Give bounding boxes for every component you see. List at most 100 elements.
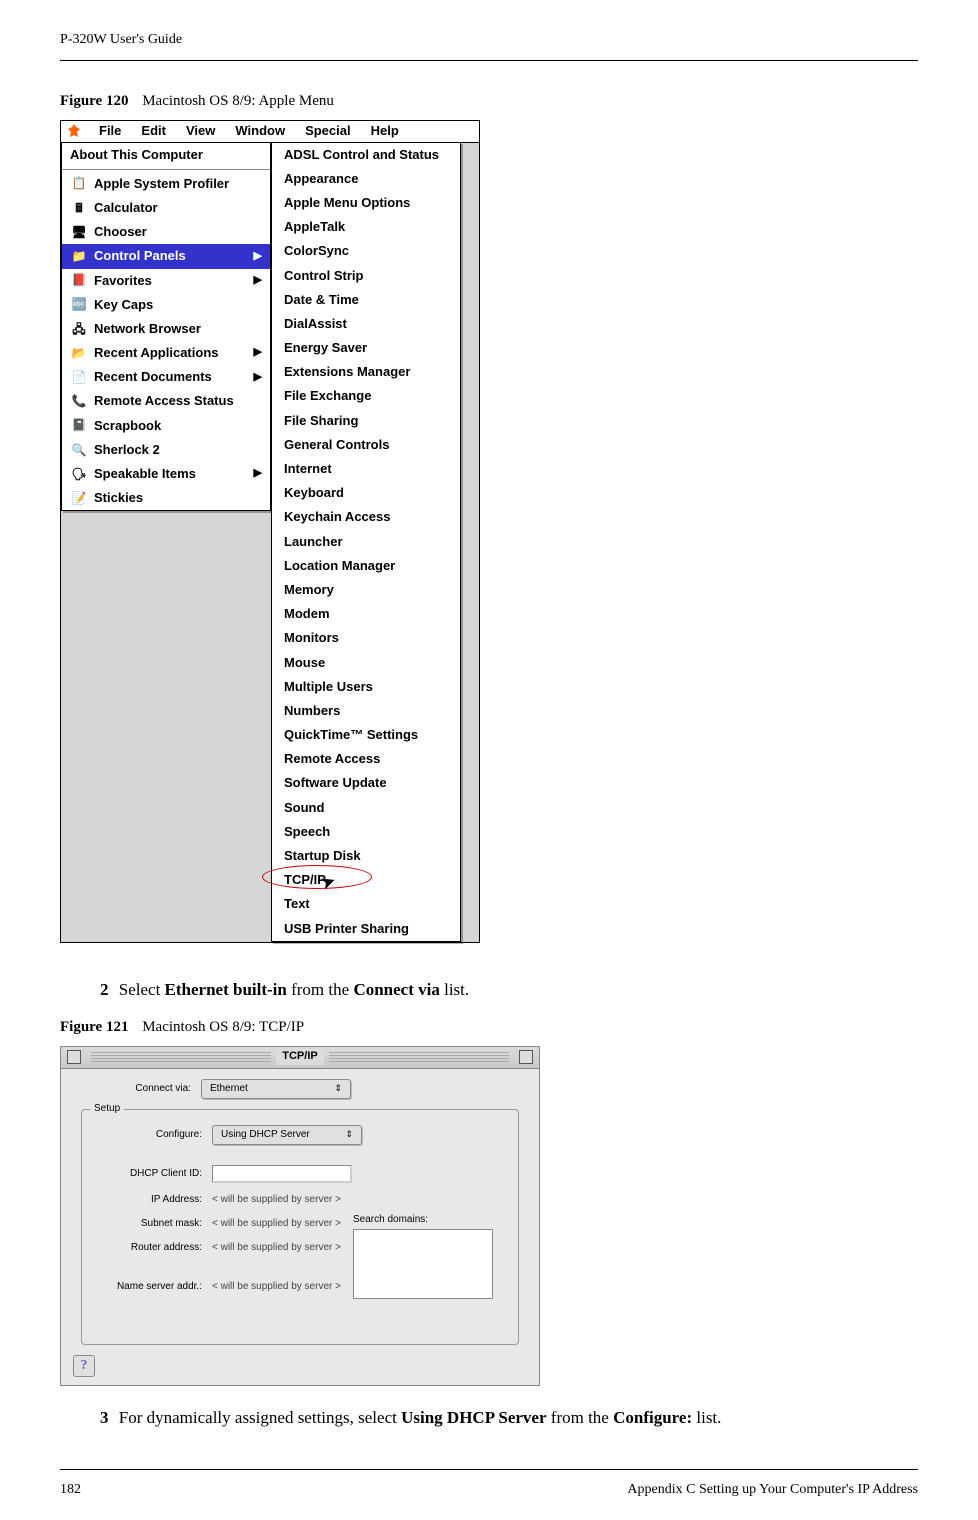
resize-icon[interactable]	[519, 1050, 533, 1064]
submenu-item[interactable]: Energy Saver	[272, 336, 460, 360]
submenu-arrow-icon: ▶	[254, 466, 262, 481]
submenu-item[interactable]: Software Update	[272, 771, 460, 795]
ip-label: IP Address:	[92, 1193, 212, 1207]
submenu-item[interactable]: Multiple Users	[272, 675, 460, 699]
menu-separator	[62, 169, 270, 170]
submenu-item[interactable]: DialAssist	[272, 312, 460, 336]
menu-item[interactable]: 📞Remote Access Status	[62, 389, 270, 413]
submenu-item[interactable]: Location Manager	[272, 554, 460, 578]
figure-num: Figure 121	[60, 1019, 128, 1035]
menu-item[interactable]: 🔤Key Caps	[62, 293, 270, 317]
close-icon[interactable]	[67, 1050, 81, 1064]
submenu-item[interactable]: QuickTime™ Settings	[272, 723, 460, 747]
submenu-item[interactable]: Numbers	[272, 699, 460, 723]
step-text: For dynamically assigned settings, selec…	[119, 1408, 401, 1427]
menu-about[interactable]: About This Computer	[62, 143, 270, 167]
subnet-label: Subnet mask:	[92, 1217, 212, 1231]
menubar-help[interactable]: Help	[361, 122, 409, 140]
submenu-item[interactable]: Internet	[272, 457, 460, 481]
menu-icon: 🖩	[70, 200, 88, 216]
apple-logo-icon[interactable]	[65, 122, 83, 140]
menu-icon: 📕	[70, 273, 88, 289]
menu-label: Speakable Items	[94, 465, 196, 483]
menubar-view[interactable]: View	[176, 122, 225, 140]
menu-label: About This Computer	[70, 146, 203, 164]
menu-item[interactable]: 📝Stickies	[62, 486, 270, 510]
menu-item[interactable]: 🗣 Speakable Items ▶	[62, 462, 270, 486]
menu-label: Recent Applications	[94, 344, 218, 362]
submenu-item[interactable]: Keyboard	[272, 481, 460, 505]
submenu-item[interactable]: Sound	[272, 796, 460, 820]
submenu-usb[interactable]: USB Printer Sharing	[272, 917, 460, 941]
ip-value: < will be supplied by server >	[212, 1193, 341, 1207]
submenu-item[interactable]: Mouse	[272, 651, 460, 675]
help-icon[interactable]: ?	[73, 1355, 95, 1377]
figure-num: Figure 120	[60, 93, 128, 109]
page-number: 182	[60, 1480, 81, 1500]
window-title: TCP/IP	[276, 1049, 323, 1064]
submenu-item[interactable]: AppleTalk	[272, 215, 460, 239]
menu-item[interactable]: 📕Favorites▶	[62, 269, 270, 293]
menu-icon: 📋	[70, 176, 88, 192]
submenu-item[interactable]: Memory	[272, 578, 460, 602]
submenu-item[interactable]: General Controls	[272, 433, 460, 457]
figure120-label: Figure 120 Macintosh OS 8/9: Apple Menu	[60, 91, 918, 112]
menubar-edit[interactable]: Edit	[131, 122, 176, 140]
menu-label: Control Panels	[94, 247, 186, 265]
step-text: from the	[287, 980, 354, 999]
menu-icon: 📝	[70, 490, 88, 506]
menu-icon: 🔤	[70, 297, 88, 313]
figure-caption: Macintosh OS 8/9: TCP/IP	[142, 1019, 304, 1035]
setup-legend: Setup	[90, 1102, 124, 1116]
menu-label: Chooser	[94, 223, 147, 241]
submenu-item[interactable]: Keychain Access	[272, 505, 460, 529]
submenu-item[interactable]: Control Strip	[272, 264, 460, 288]
apple-dropdown-menu: About This Computer 📋Apple System Profil…	[61, 143, 271, 512]
menu-item[interactable]: 🖩Calculator	[62, 196, 270, 220]
submenu-item[interactable]: Extensions Manager	[272, 360, 460, 384]
menu-icon: 🗣	[70, 466, 88, 482]
submenu-tcpip[interactable]: TCP/IP ➤	[272, 868, 460, 892]
menu-label: Scrapbook	[94, 417, 161, 435]
submenu-item[interactable]: File Exchange	[272, 384, 460, 408]
menu-item[interactable]: 🖥Chooser	[62, 220, 270, 244]
router-value: < will be supplied by server >	[212, 1241, 341, 1255]
menu-item[interactable]: 🔍Sherlock 2	[62, 438, 270, 462]
submenu-item[interactable]: Date & Time	[272, 288, 460, 312]
menu-item[interactable]: 📄Recent Documents▶	[62, 365, 270, 389]
submenu-item[interactable]: Speech	[272, 820, 460, 844]
tcpip-titlebar[interactable]: TCP/IP	[61, 1047, 539, 1069]
menu-item[interactable]: 🖧Network Browser	[62, 317, 270, 341]
configure-dropdown[interactable]: Using DHCP Server	[212, 1125, 362, 1145]
menubar-file[interactable]: File	[89, 122, 131, 140]
search-domains-input[interactable]	[353, 1229, 493, 1299]
menu-icon: 🔍	[70, 442, 88, 458]
submenu-item[interactable]: Startup Disk	[272, 844, 460, 868]
submenu-item[interactable]: Apple Menu Options	[272, 191, 460, 215]
submenu-item[interactable]: ColorSync	[272, 239, 460, 263]
menubar-special[interactable]: Special	[295, 122, 361, 140]
step-text: list.	[692, 1408, 721, 1427]
router-label: Router address:	[92, 1241, 212, 1255]
menu-item[interactable]: 📁Control Panels▶	[62, 244, 270, 268]
submenu-item[interactable]: ADSL Control and Status	[272, 143, 460, 167]
submenu-item[interactable]: File Sharing	[272, 409, 460, 433]
footer: 182 Appendix C Setting up Your Computer'…	[60, 1469, 918, 1500]
dhcp-client-input[interactable]	[212, 1165, 352, 1183]
nameserver-value: < will be supplied by server >	[212, 1280, 341, 1294]
menu-item[interactable]: 📓Scrapbook	[62, 414, 270, 438]
connect-via-dropdown[interactable]: Ethernet	[201, 1079, 351, 1099]
menu-item[interactable]: 📋Apple System Profiler	[62, 172, 270, 196]
menu-label: Network Browser	[94, 320, 201, 338]
menu-item[interactable]: 📂Recent Applications▶	[62, 341, 270, 365]
submenu-item[interactable]: Appearance	[272, 167, 460, 191]
submenu-item[interactable]: Launcher	[272, 530, 460, 554]
submenu-arrow-icon: ▶	[254, 370, 262, 385]
submenu-text[interactable]: Text	[272, 892, 460, 916]
submenu-label: USB Printer Sharing	[284, 920, 409, 938]
menu-label: Recent Documents	[94, 368, 212, 386]
submenu-item[interactable]: Monitors	[272, 626, 460, 650]
menubar-window[interactable]: Window	[225, 122, 295, 140]
submenu-item[interactable]: Modem	[272, 602, 460, 626]
submenu-item[interactable]: Remote Access	[272, 747, 460, 771]
